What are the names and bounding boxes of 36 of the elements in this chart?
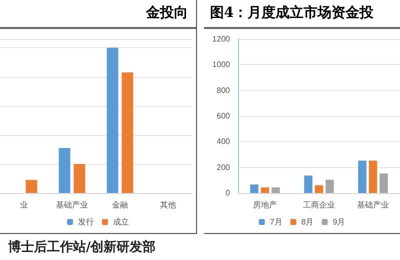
bar: [304, 176, 312, 193]
legend-label: 9月: [332, 218, 346, 226]
legend-label: 8月: [301, 218, 314, 226]
y-tick-label: 1200: [212, 34, 231, 44]
y-tick-label: 0: [226, 188, 231, 198]
bar: [380, 173, 388, 193]
bar: [122, 72, 134, 193]
legend-label: 成立: [113, 218, 129, 226]
legend-label: 7月: [270, 218, 282, 226]
bar: [106, 48, 118, 193]
bar: [326, 180, 334, 193]
x-tick-label: 基础产业: [56, 200, 88, 210]
y-tick-label: 400: [216, 137, 231, 146]
legend-label: 发行: [78, 218, 94, 226]
y-tick-label: 200: [216, 162, 231, 172]
bar: [358, 160, 366, 193]
bar: [368, 160, 378, 193]
x-tick-label: 金融: [112, 200, 128, 210]
bar: [272, 187, 280, 193]
bar: [314, 185, 324, 193]
bar: [260, 187, 270, 193]
x-tick-label: 工商企业: [303, 200, 335, 210]
y-tick-label: 800: [216, 86, 231, 95]
bar: [26, 180, 38, 193]
text: 博士后工作站/创新研发部: [8, 238, 156, 256]
y-tick-label: 600: [216, 112, 231, 120]
bar: [74, 164, 86, 193]
x-tick-label: 房地产: [253, 200, 277, 210]
x-tick-label: 基础产业: [357, 200, 389, 210]
bar: [250, 184, 258, 193]
x-tick-label: 其他: [160, 200, 176, 210]
chart-title: 图4：月度成立市场资金投: [204, 0, 400, 29]
chart-title: 金投向: [0, 0, 196, 29]
x-tick-label: 业: [20, 200, 28, 210]
y-tick-label: 1000: [212, 60, 231, 70]
bar: [58, 148, 70, 193]
